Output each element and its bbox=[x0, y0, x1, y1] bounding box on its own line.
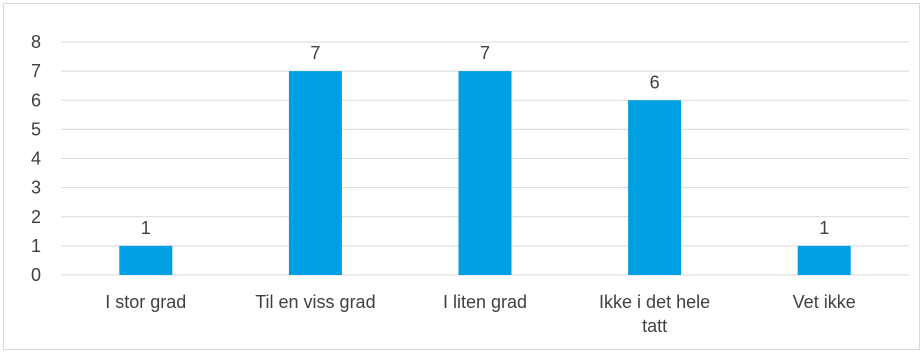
y-tick-label: 7 bbox=[31, 61, 41, 81]
data-label: 7 bbox=[310, 43, 320, 63]
category-labels: I stor grad Til en viss grad I liten grad I… bbox=[105, 292, 855, 336]
y-tick-label: 8 bbox=[31, 32, 41, 52]
x-tick-label: Ikke i det hele tatt bbox=[599, 292, 710, 336]
bar bbox=[797, 245, 851, 275]
y-tick-label: 3 bbox=[31, 178, 41, 198]
bar bbox=[288, 71, 342, 275]
x-tick-label: I liten grad bbox=[443, 292, 527, 312]
chart-frame: 0 1 2 3 4 5 6 7 8 1 7 7 6 1 I stor grad Til en viss g… bbox=[3, 3, 920, 350]
y-tick-label: 4 bbox=[31, 149, 41, 169]
y-tick-label: 0 bbox=[31, 265, 41, 285]
data-label: 1 bbox=[141, 218, 151, 238]
x-tick-label: Vet ikke bbox=[793, 292, 856, 312]
bars bbox=[119, 71, 851, 275]
data-labels: 1 7 7 6 1 bbox=[141, 43, 829, 238]
y-tick-label: 6 bbox=[31, 90, 41, 110]
bar bbox=[628, 100, 682, 275]
bar-chart: 0 1 2 3 4 5 6 7 8 1 7 7 6 1 I stor grad Til en viss g… bbox=[31, 32, 909, 336]
x-tick-label: I stor grad bbox=[105, 292, 186, 312]
data-label: 7 bbox=[480, 43, 490, 63]
y-axis-ticks: 0 1 2 3 4 5 6 7 8 bbox=[31, 32, 41, 285]
data-label: 1 bbox=[819, 218, 829, 238]
x-tick-label: Til en viss grad bbox=[255, 292, 375, 312]
y-tick-label: 5 bbox=[31, 119, 41, 139]
bar bbox=[458, 71, 512, 275]
data-label: 6 bbox=[650, 72, 660, 92]
bar bbox=[119, 245, 173, 275]
y-tick-label: 1 bbox=[31, 236, 41, 256]
y-tick-label: 2 bbox=[31, 207, 41, 227]
